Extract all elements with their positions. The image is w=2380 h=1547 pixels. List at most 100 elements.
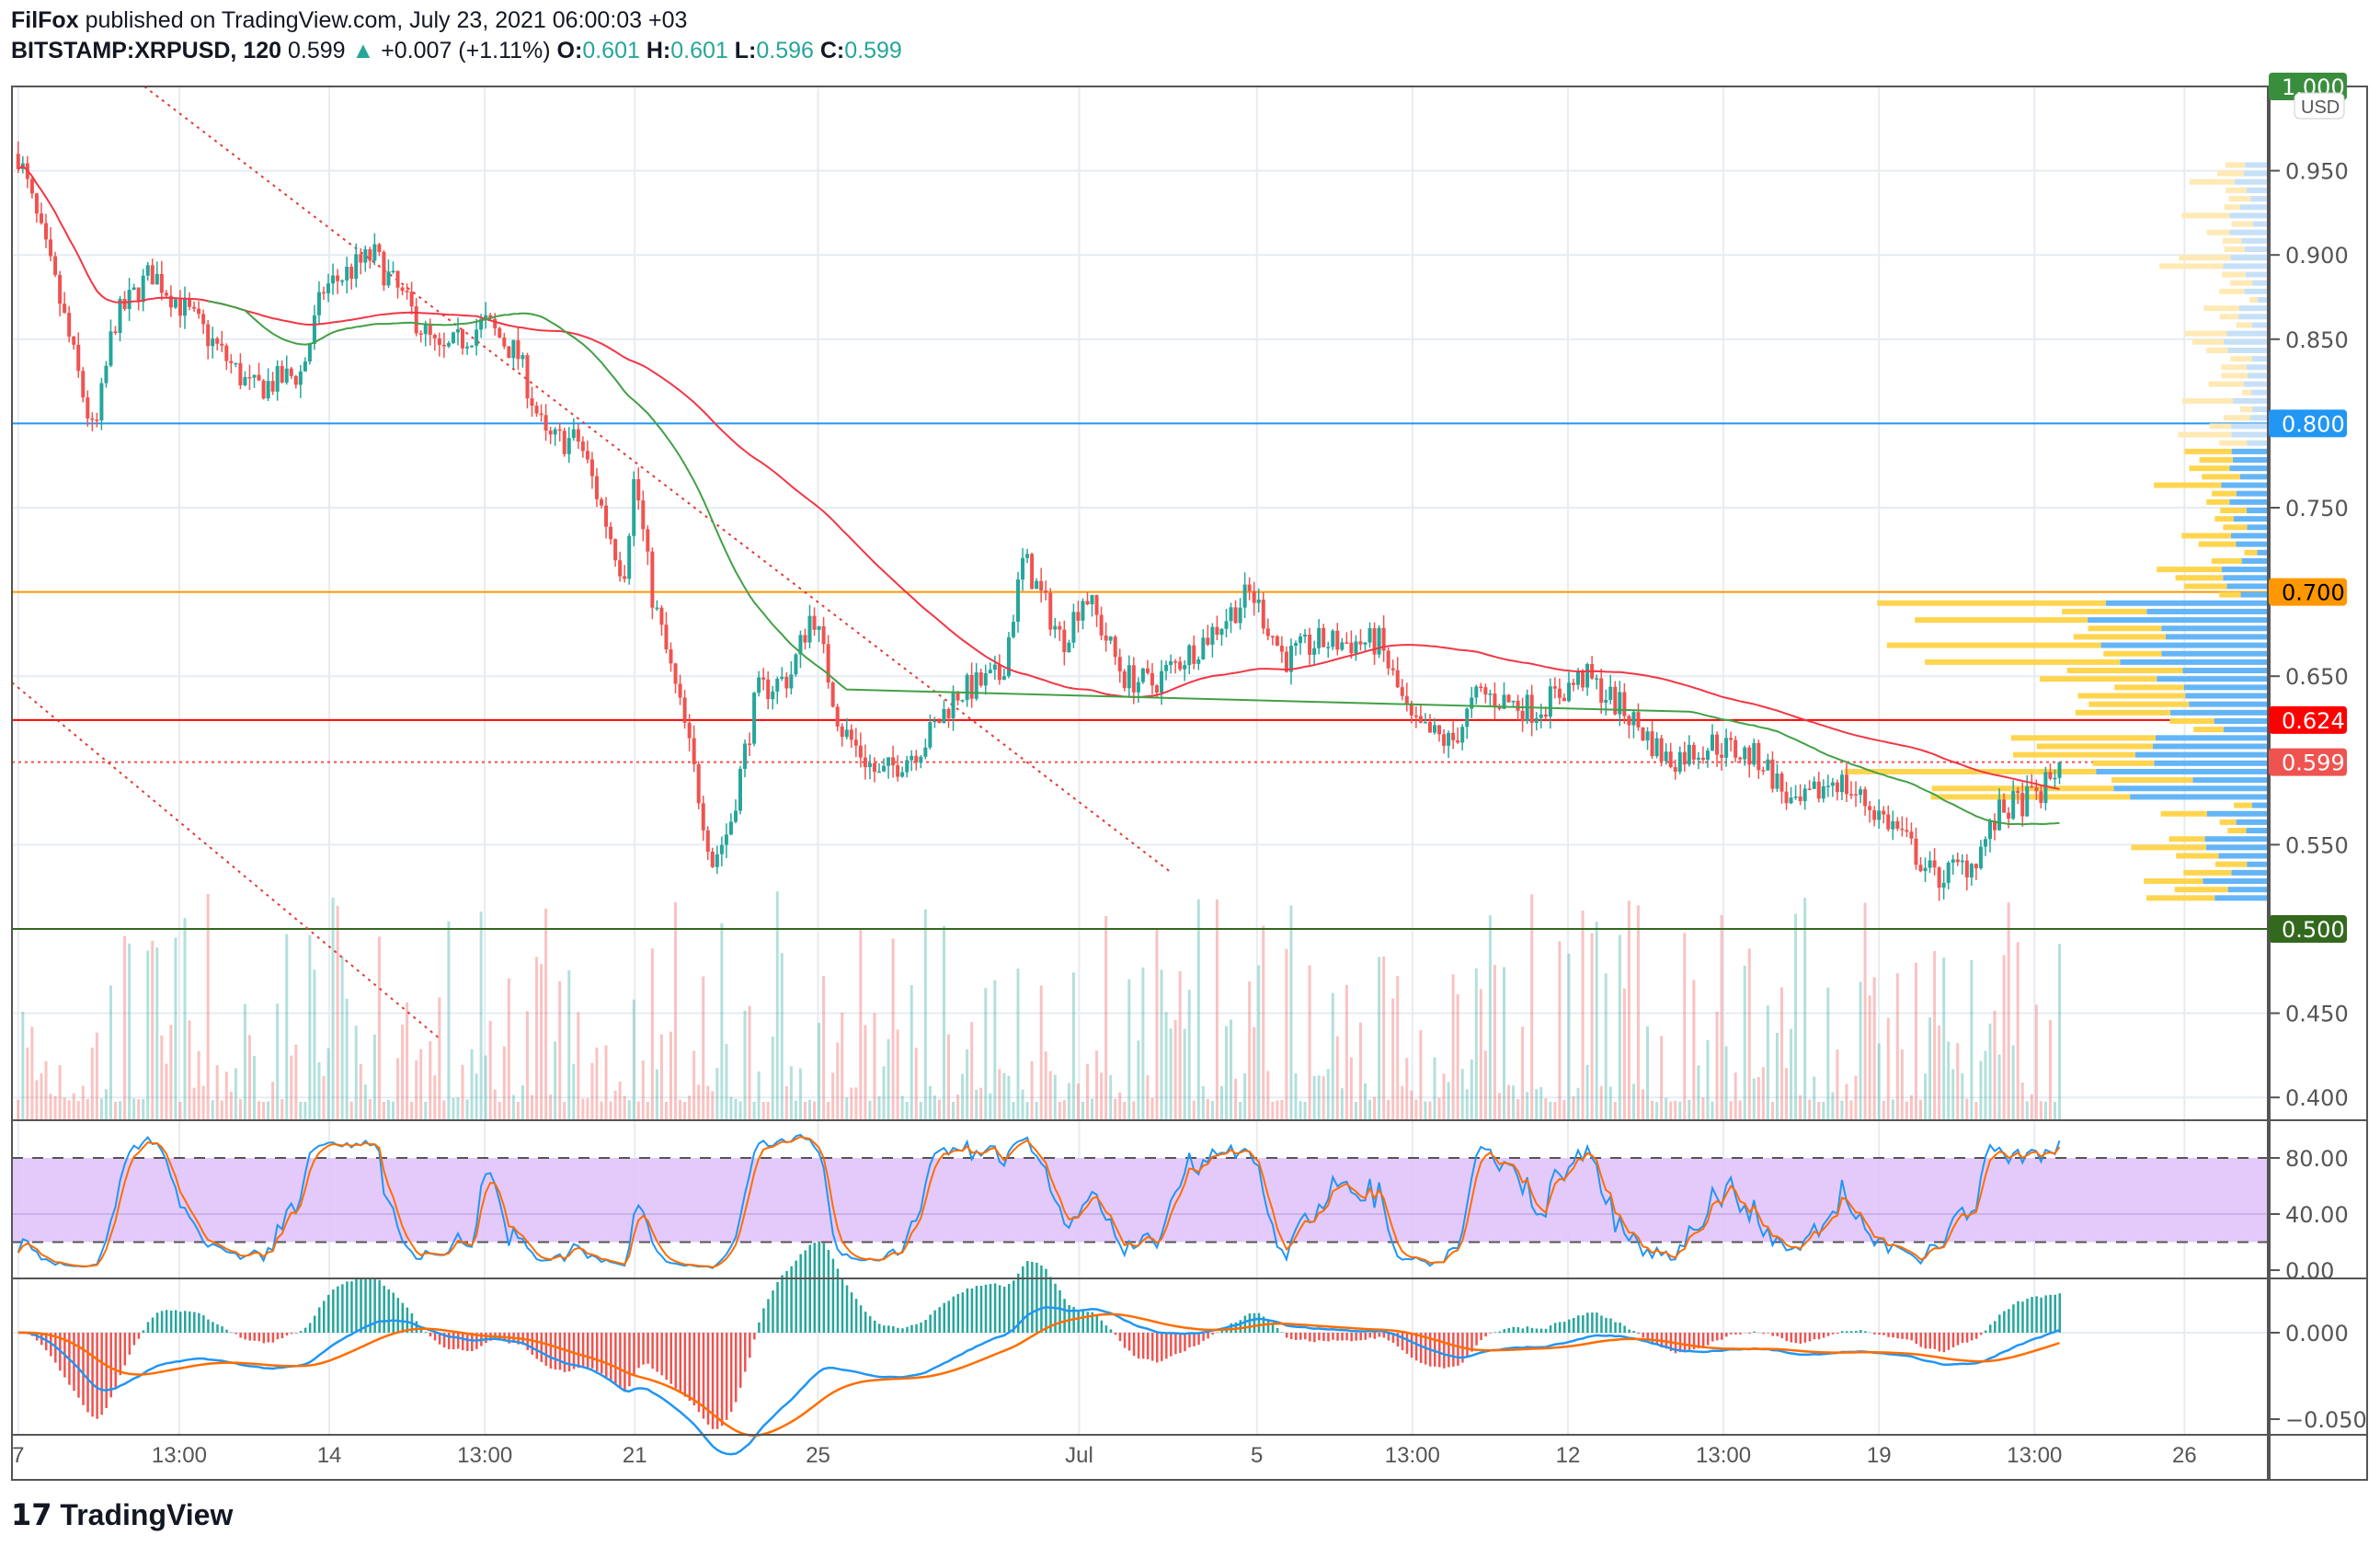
volume-bar (692, 1050, 696, 1120)
volume-bar (1364, 1083, 1367, 1120)
volume-bar (44, 1060, 48, 1120)
tradingview-logo[interactable]: 𝟭𝟳 TradingView (11, 1497, 233, 1532)
candle-body (1104, 635, 1108, 641)
macd-histogram-bar (1253, 1312, 1256, 1333)
volume-profile-bar (2192, 777, 2269, 784)
volume-profile-bar (2219, 819, 2237, 825)
volume-bar (1743, 965, 1746, 1120)
candle-body (728, 821, 733, 835)
macd-histogram-bar (1516, 1326, 1520, 1333)
macd-histogram-bar (1965, 1333, 1969, 1343)
volume-profile-bar (2184, 583, 2227, 590)
candle-body (29, 178, 34, 194)
time-axis-label: 5 (1251, 1443, 1263, 1468)
volume-bar (1201, 1085, 1205, 1120)
volume-bar (1442, 1073, 1446, 1120)
candle-body (817, 625, 821, 630)
volume-bar (1780, 987, 1783, 1120)
candle-body (331, 275, 336, 284)
macd-histogram-bar (235, 1333, 237, 1335)
candle-body (942, 708, 946, 724)
volume-bar (525, 1011, 529, 1120)
volume-bar (215, 1065, 219, 1120)
candle-body (234, 362, 238, 365)
candle-body (1173, 661, 1178, 663)
candle-body (1035, 580, 1039, 590)
volume-bar (1016, 968, 1020, 1120)
candle-body (539, 413, 544, 416)
candle-body (1793, 796, 1798, 798)
macd-histogram-bar (1655, 1333, 1659, 1345)
macd-histogram-bar (610, 1333, 612, 1381)
candle-body (1479, 686, 1483, 689)
candle-body (1150, 672, 1154, 686)
macd-histogram-bar (619, 1333, 622, 1389)
candle-body (705, 830, 710, 852)
volume-bar (1271, 1101, 1275, 1120)
macd-histogram-bar (1211, 1333, 1214, 1335)
macd-histogram-bar (1637, 1333, 1640, 1335)
volume-bar (618, 1081, 622, 1120)
macd-histogram-bar (897, 1327, 899, 1333)
candle-body (1775, 774, 1779, 789)
candle-body (280, 365, 284, 383)
volume-bar (993, 980, 997, 1120)
macd-histogram-bar (544, 1333, 548, 1366)
candle-body (757, 677, 761, 693)
volume-bar (891, 938, 895, 1120)
candle-body (1488, 693, 1493, 695)
candle-body (1358, 641, 1363, 645)
volume-bar (789, 1066, 793, 1120)
volume-bar (452, 1097, 455, 1120)
candle-body (141, 275, 145, 303)
candle-body (1090, 594, 1094, 605)
volume-profile-bar (2160, 810, 2207, 817)
volume-bar (877, 1095, 881, 1120)
candle-body (882, 765, 887, 772)
volume-profile-bar (1886, 642, 2101, 648)
volume-bar (1109, 1074, 1113, 1120)
macd-histogram-bar (155, 1312, 159, 1333)
macd-histogram-bar (1605, 1317, 1608, 1333)
volume-profile-bar (2238, 314, 2269, 320)
volume-profile-bar (2242, 389, 2252, 395)
macd-histogram-bar (1730, 1333, 1733, 1335)
candle-body (293, 375, 298, 385)
volume-bar (798, 1068, 802, 1120)
volume-profile-bar (2244, 288, 2269, 294)
candle-body (789, 674, 794, 689)
candle-body (1242, 584, 1247, 608)
macd-histogram-bar (873, 1320, 876, 1333)
volume-bar (1401, 1085, 1404, 1120)
volume-profile-bar (2189, 465, 2230, 472)
symbol[interactable]: BITSTAMP:XRPUSD, 120 (11, 38, 282, 63)
volume-bar (1428, 1101, 1432, 1120)
volume-bar (290, 1055, 293, 1120)
candle-body (1006, 636, 1011, 677)
volume-bar (1660, 1036, 1664, 1120)
volume-profile-bar (2233, 516, 2269, 522)
candle-body (1187, 645, 1192, 666)
volume-bar (784, 1085, 788, 1120)
volume-profile-bar (2157, 567, 2223, 573)
volume-profile-bar (2239, 204, 2269, 211)
macd-line (17, 1305, 2060, 1456)
author[interactable]: FilFox (11, 7, 79, 33)
macd-histogram-bar (2017, 1301, 2020, 1333)
macd-histogram-bar (337, 1286, 339, 1333)
candle-body (1279, 645, 1284, 652)
macd-histogram-bar (373, 1278, 376, 1333)
volume-bar (808, 1099, 811, 1120)
volume-bar (1872, 977, 1876, 1120)
candle-body (557, 429, 562, 431)
candle-body (1224, 621, 1229, 629)
volume-profile-bar (2227, 887, 2269, 893)
volume-bar (1474, 968, 1478, 1120)
volume-profile-bar (2184, 448, 2232, 454)
candle-body (969, 674, 974, 699)
volume-bar (1155, 927, 1159, 1120)
volume-bar (1002, 1072, 1006, 1120)
volume-bar (359, 1063, 362, 1120)
volume-bar (1368, 1099, 1372, 1120)
